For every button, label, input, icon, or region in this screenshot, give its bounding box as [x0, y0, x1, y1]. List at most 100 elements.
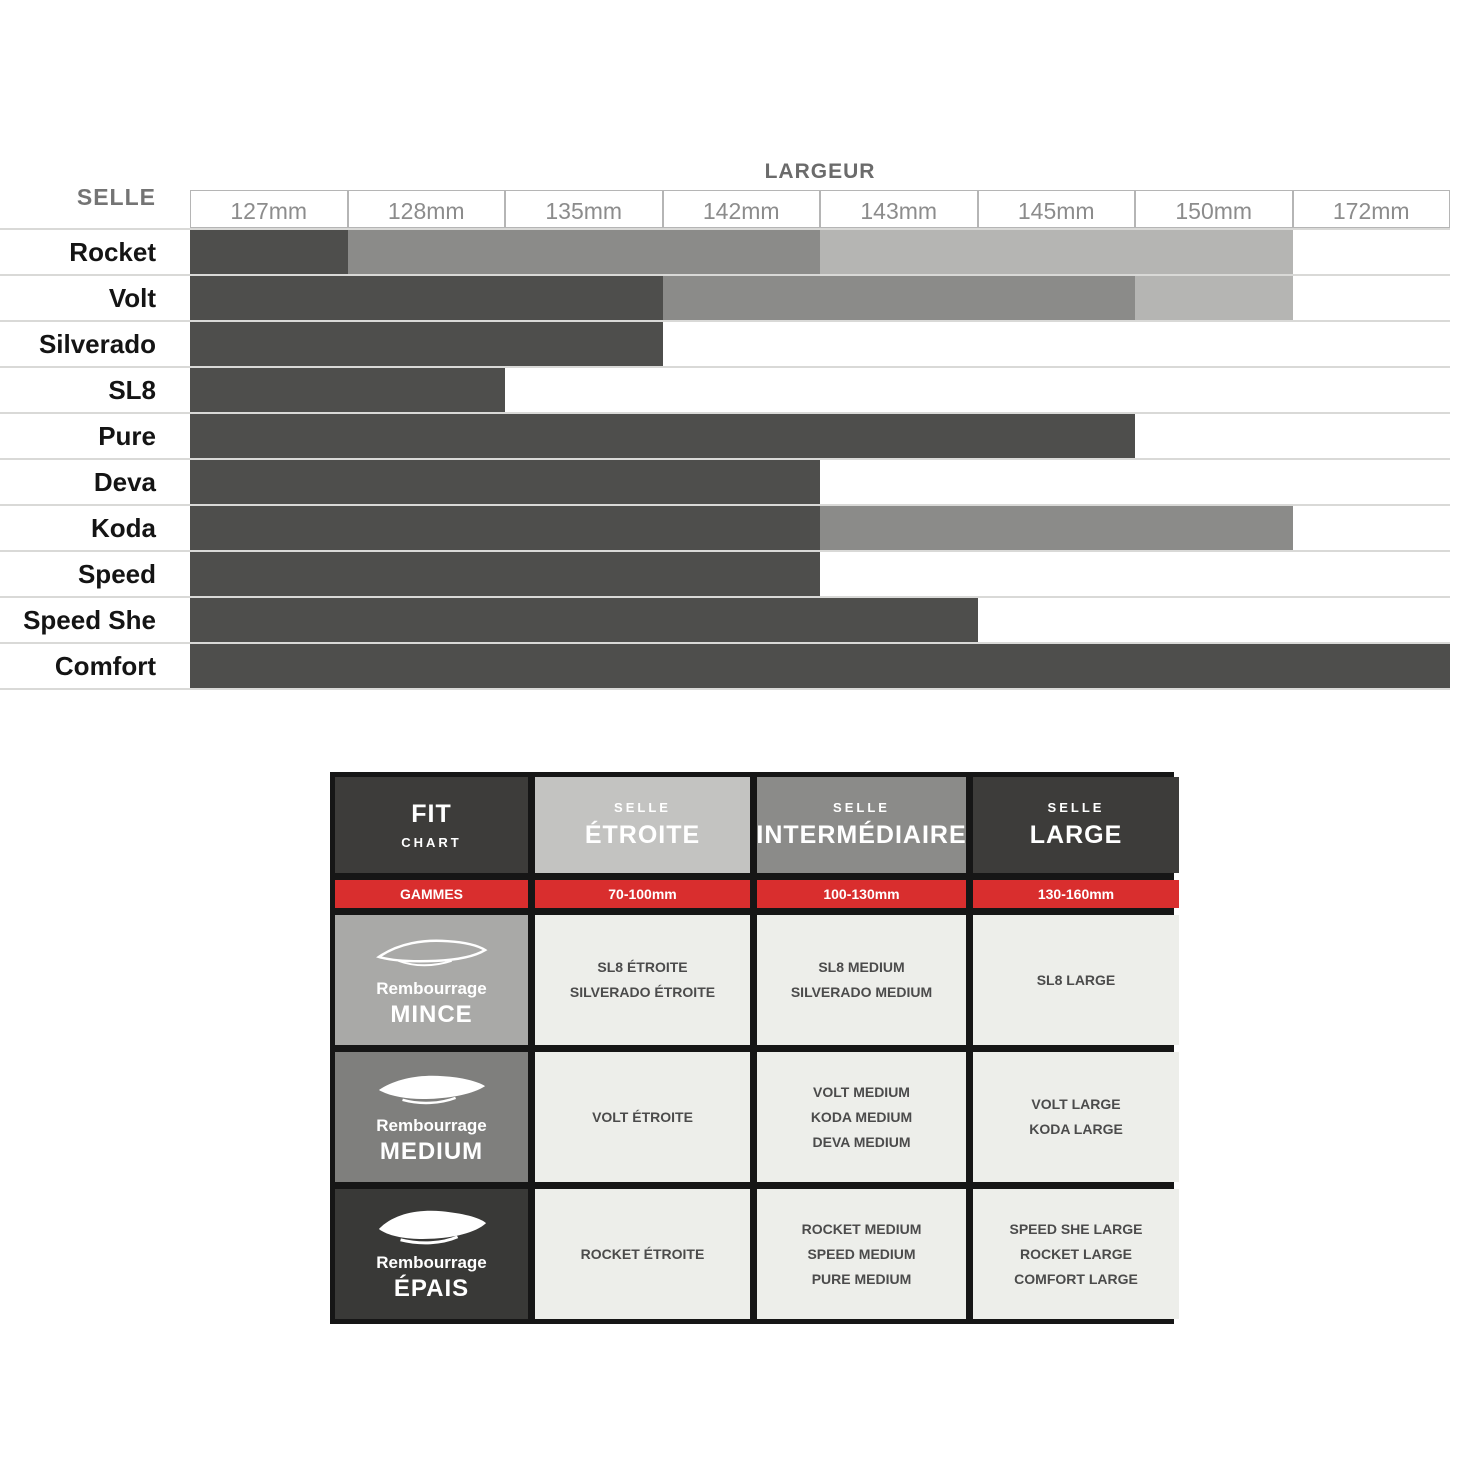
padding-row-mince: Rembourrage MINCE [335, 915, 528, 1045]
width-bar-track [190, 644, 1450, 688]
width-bar-segment-dark [190, 644, 1450, 688]
width-bar-track [190, 506, 1450, 550]
column-header-top: SELLE [833, 800, 890, 815]
column-header-main: LARGE [1029, 821, 1123, 849]
fit-cell-mince-large: SL8 LARGE [973, 915, 1179, 1045]
selle-column-header: SELLE [76, 184, 156, 210]
saddle-row-label: SL8 [108, 375, 156, 405]
width-bar-segment-medium [662, 276, 1135, 320]
width-bar-track [190, 598, 1450, 642]
range-large: 130-160mm [973, 880, 1179, 908]
saddle-row-rocket: Rocket [0, 228, 1450, 274]
fit-cell-line: SILVERADO ÉTROITE [569, 984, 716, 1000]
fit-cell-line: COMFORT LARGE [1014, 1270, 1138, 1287]
gammes-label-cell: GAMMES [335, 880, 528, 908]
saddle-row-label: Silverado [38, 329, 156, 359]
width-column-header: 127mm [190, 190, 348, 228]
width-bar-segment-dark [190, 506, 820, 550]
saddle-row-koda: Koda [0, 504, 1450, 550]
fit-chart-title-cell: FIT CHART [335, 777, 528, 873]
saddle-row-comfort: Comfort [0, 642, 1450, 690]
width-bar-track [190, 230, 1450, 274]
fit-title-line2: CHART [401, 835, 462, 850]
fit-cell-line: SL8 LARGE [1036, 971, 1116, 988]
width-column-header: 142mm [662, 190, 820, 228]
saddle-row-label: Koda [91, 513, 156, 543]
saddle-row-label: Volt [108, 283, 156, 313]
width-bar-segment-medium [347, 230, 820, 274]
width-column-header: 128mm [347, 190, 505, 228]
column-header-intermediaire: SELLE INTERMÉDIAIRE [756, 777, 967, 873]
fit-cell-line: SPEED SHE LARGE [1009, 1220, 1143, 1237]
column-header-main: INTERMÉDIAIRE [756, 821, 967, 849]
saddle-row-pure: Pure [0, 412, 1450, 458]
fit-title-line1: FIT [411, 800, 452, 828]
width-column-header: 172mm [1292, 190, 1450, 228]
fit-cell-medium-etroite: VOLT ÉTROITE [535, 1052, 750, 1182]
padding-row-medium: Rembourrage MEDIUM [335, 1052, 528, 1182]
width-bar-segment-dark [190, 552, 820, 596]
padding-row-epais: Rembourrage ÉPAIS [335, 1189, 528, 1319]
fit-cell-line: SPEED MEDIUM [807, 1245, 916, 1262]
width-bar-track [190, 552, 1450, 596]
range-intermediaire: 100-130mm [757, 880, 966, 908]
saddle-row-label: Deva [93, 467, 156, 497]
padding-name: MEDIUM [379, 1138, 484, 1165]
fit-cell-line: SILVERADO MEDIUM [790, 984, 933, 1000]
padding-label: Rembourrage [376, 979, 487, 998]
width-column-header: 150mm [1135, 190, 1293, 228]
column-header-top: SELLE [614, 800, 671, 815]
fit-cell-mince-etroite: SL8 ÉTROITE SILVERADO ÉTROITE [535, 915, 750, 1045]
padding-label: Rembourrage [376, 1116, 487, 1135]
width-bar-track [190, 368, 1450, 412]
saddle-row-label: Speed She [23, 605, 156, 635]
fit-cell-line: VOLT LARGE [1031, 1096, 1121, 1112]
width-bar-segment-dark [190, 598, 978, 642]
fit-cell-line: PURE MEDIUM [811, 1270, 912, 1287]
fit-cell-mince-intermediaire: SL8 MEDIUM SILVERADO MEDIUM [757, 915, 966, 1045]
column-header-top: SELLE [1047, 800, 1105, 815]
fit-cell-epais-intermediaire: ROCKET MEDIUM SPEED MEDIUM PURE MEDIUM [757, 1189, 966, 1319]
fit-cell-medium-intermediaire: VOLT MEDIUM KODA MEDIUM DEVA MEDIUM [757, 1052, 966, 1182]
width-bar-track [190, 276, 1450, 320]
width-bar-segment-light [1135, 276, 1293, 320]
saddle-profile-thick-icon [378, 1210, 486, 1245]
fit-cell-line: KODA LARGE [1029, 1121, 1123, 1137]
width-bar-segment-dark [190, 368, 505, 412]
saddle-row-volt: Volt [0, 274, 1450, 320]
width-bar-segment-light [820, 230, 1293, 274]
width-bar-segment-dark [190, 460, 820, 504]
width-column-header: 135mm [505, 190, 663, 228]
fit-cell-line: VOLT ÉTROITE [592, 1108, 693, 1125]
width-column-header: 145mm [977, 190, 1135, 228]
fit-cell-line: ROCKET LARGE [1020, 1245, 1132, 1262]
fit-chart-table: FIT CHART SELLE ÉTROITE SELLE INTERMÉDIA… [330, 772, 1179, 1324]
column-header-main: ÉTROITE [584, 821, 701, 849]
padding-name: ÉPAIS [393, 1275, 470, 1302]
width-bar-segment-dark [190, 276, 663, 320]
fit-cell-epais-large: SPEED SHE LARGE ROCKET LARGE COMFORT LAR… [973, 1189, 1179, 1319]
width-bar-track [190, 414, 1450, 458]
saddle-row-silverado: Silverado [0, 320, 1450, 366]
fit-cell-line: ROCKET ÉTROITE [580, 1245, 705, 1262]
width-bar-segment-medium [820, 506, 1293, 550]
column-header-etroite: SELLE ÉTROITE [535, 777, 750, 873]
saddle-profile-medium-icon [378, 1075, 485, 1105]
width-chart-header-row: SELLE 127mm 128mm 135mm 142mm 143mm 145mm 150m… [0, 184, 1450, 228]
fit-cell-line: DEVA MEDIUM [812, 1133, 911, 1150]
width-chart-rows: Rocket Volt Silverado SL8 Pure Deva Koda Speed S… [0, 228, 1450, 690]
fit-cell-line: SL8 ÉTROITE [597, 959, 688, 975]
width-chart-title: LARGEUR [764, 160, 876, 183]
fit-cell-line: VOLT MEDIUM [813, 1083, 910, 1100]
saddle-width-chart: SELLE 127mm 128mm 135mm 142mm 143mm 145mm 150m… [0, 184, 1450, 690]
fit-cell-line: ROCKET MEDIUM [801, 1220, 922, 1237]
range-etroite: 70-100mm [535, 880, 750, 908]
fit-cell-line: SL8 MEDIUM [818, 959, 905, 975]
width-bar-track [190, 322, 1450, 366]
saddle-row-deva: Deva [0, 458, 1450, 504]
column-header-large: SELLE LARGE [973, 777, 1179, 873]
saddle-row-speed-she: Speed She [0, 596, 1450, 642]
fit-cell-medium-large: VOLT LARGE KODA LARGE [973, 1052, 1179, 1182]
padding-name: MINCE [390, 1001, 473, 1028]
width-bar-track [190, 460, 1450, 504]
